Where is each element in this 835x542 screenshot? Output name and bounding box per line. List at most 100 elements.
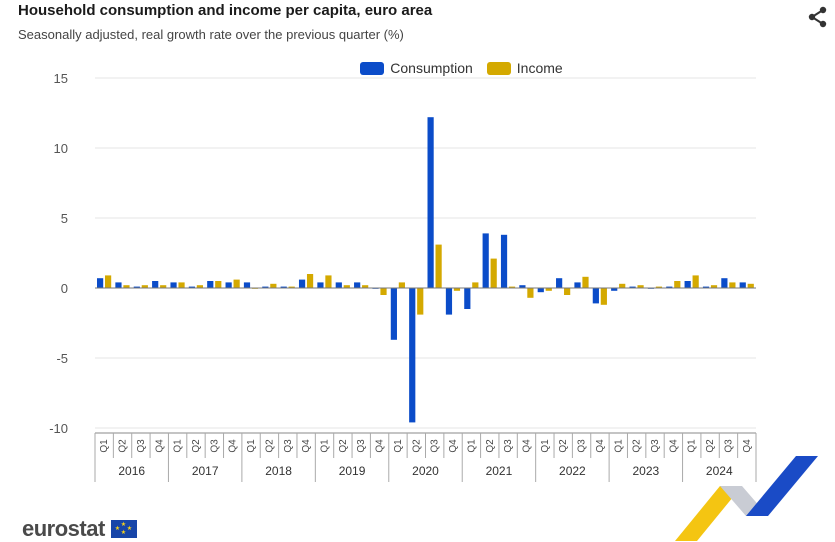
y-tick-label: 5 <box>61 211 68 226</box>
legend-item-income[interactable]: Income <box>486 60 563 76</box>
bar-consumption <box>133 286 140 288</box>
quarter-label: Q3 <box>650 439 661 453</box>
y-tick-label: -10 <box>49 421 68 436</box>
bar-income <box>270 283 277 288</box>
year-label: 2023 <box>632 464 659 478</box>
y-tick-label: 10 <box>54 141 68 156</box>
bar-consumption <box>262 286 269 288</box>
bar-consumption <box>684 281 691 288</box>
quarter-label: Q3 <box>503 439 514 453</box>
legend-item-consumption[interactable]: Consumption <box>272 60 473 76</box>
bar-income <box>398 282 405 288</box>
bar-income <box>178 282 185 288</box>
quarter-label: Q2 <box>558 439 569 453</box>
bar-consumption <box>335 282 342 288</box>
bar-consumption <box>354 282 361 288</box>
bar-consumption <box>390 288 397 340</box>
y-tick-label: -5 <box>56 351 68 366</box>
quarter-label: Q1 <box>173 439 184 453</box>
bar-income <box>674 281 681 288</box>
logo-text: eurostat <box>22 516 105 541</box>
quarter-label: Q1 <box>466 439 477 453</box>
quarter-label: Q1 <box>687 439 698 453</box>
bar-income <box>453 288 461 291</box>
bar-consumption <box>280 286 287 288</box>
bar-income <box>747 283 754 288</box>
bar-consumption <box>611 288 618 291</box>
bar-income <box>637 285 644 288</box>
bar-income <box>160 285 167 288</box>
bar-consumption <box>592 288 599 304</box>
bar-income <box>472 282 479 288</box>
quarter-label: Q3 <box>577 439 588 453</box>
bar-income <box>141 285 148 288</box>
bar-income <box>729 282 736 288</box>
legend-swatch-consumption <box>360 61 385 75</box>
quarter-label: Q1 <box>246 439 257 453</box>
bar-income <box>380 288 387 295</box>
quarter-label: Q1 <box>393 439 404 453</box>
quarter-label: Q3 <box>723 439 734 453</box>
quarter-label: Q4 <box>228 439 239 453</box>
eu-flag-icon: ★ ★ ★ ★ <box>110 520 137 538</box>
bar-consumption <box>97 278 104 288</box>
quarter-label: Q2 <box>705 439 716 453</box>
bar-consumption <box>152 281 159 288</box>
bar-income <box>196 285 204 288</box>
bar-consumption <box>427 117 434 288</box>
quarter-label: Q4 <box>668 439 679 453</box>
quarter-label: Q2 <box>411 439 422 453</box>
bar-income <box>564 288 571 295</box>
bar-income <box>692 275 699 288</box>
quarter-label: Q4 <box>742 439 753 453</box>
year-label: 2021 <box>486 464 513 478</box>
bar-income <box>417 288 424 315</box>
bar-consumption <box>482 233 489 288</box>
quarter-label: Q3 <box>136 439 147 453</box>
bar-income <box>123 285 130 288</box>
bar-consumption <box>464 288 471 309</box>
year-label: 2022 <box>559 464 586 478</box>
bar-consumption <box>500 234 508 288</box>
bar-income <box>710 285 718 288</box>
year-label: 2019 <box>339 464 366 478</box>
bar-consumption <box>519 285 526 288</box>
bar-income <box>655 286 663 288</box>
quarter-label: Q3 <box>283 439 294 453</box>
bar-income <box>582 276 589 288</box>
bar-income <box>527 288 534 298</box>
quarter-label: Q3 <box>356 439 367 453</box>
quarter-label: Q2 <box>264 439 275 453</box>
y-tick-label: 15 <box>54 71 68 86</box>
quarter-label: Q1 <box>320 439 331 453</box>
bar-consumption <box>537 288 544 293</box>
bar-consumption <box>115 282 122 288</box>
bar-income <box>600 288 607 305</box>
legend-label-consumption: Consumption <box>390 60 473 76</box>
quarter-label: Q4 <box>595 439 606 453</box>
year-label: 2020 <box>412 464 439 478</box>
quarter-label: Q4 <box>154 439 165 453</box>
bar-consumption <box>629 286 636 288</box>
bar-consumption <box>170 282 177 288</box>
bar-consumption <box>207 281 214 288</box>
quarter-label: Q4 <box>375 439 386 453</box>
bar-consumption <box>721 278 728 288</box>
bar-income <box>343 285 350 288</box>
chart-title: Household consumption and income per cap… <box>18 2 433 19</box>
quarter-label: Q4 <box>448 439 459 453</box>
bar-consumption <box>298 279 306 288</box>
quarter-label: Q3 <box>430 439 441 453</box>
bar-consumption <box>574 282 581 288</box>
quarter-label: Q2 <box>118 439 129 453</box>
bar-income <box>362 285 369 288</box>
bar-income <box>325 275 332 288</box>
year-label: 2017 <box>192 464 219 478</box>
bar-consumption <box>225 282 232 288</box>
bar-consumption <box>243 282 251 288</box>
bar-income <box>306 274 314 288</box>
bar-income <box>619 283 626 288</box>
share-icon[interactable] <box>805 4 831 30</box>
y-tick-label: 0 <box>61 281 68 296</box>
eurostat-logo: eurostat ★ ★ ★ ★ <box>22 516 137 542</box>
